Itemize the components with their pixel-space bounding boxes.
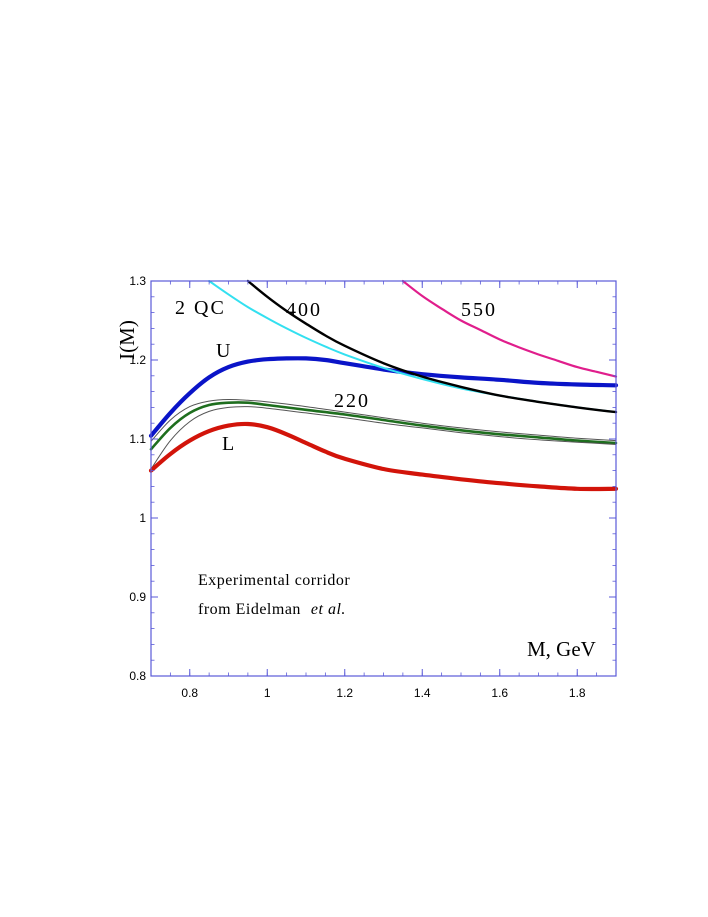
series-line-220-upper [150, 398, 617, 442]
x-tick-label: 1.6 [491, 686, 508, 700]
annotation-line-2: from Eidelman et al. [198, 601, 346, 618]
x-tick-label: 1.8 [569, 686, 586, 700]
label-2qc: 2 QC [175, 297, 226, 319]
series-line-550 [401, 279, 618, 378]
annotation-line-1: Experimental corridor [198, 572, 350, 589]
series-line-400 [246, 279, 618, 414]
series-line-220-lower [150, 406, 617, 470]
annotation-source: from Eidelman [198, 601, 301, 618]
series-line-220 [149, 401, 618, 451]
curves-layer [148, 279, 619, 492]
label-220: 220 [334, 390, 370, 412]
y-tick-label: 1.3 [129, 274, 146, 288]
label-l: L [222, 433, 236, 455]
y-tick-label: 1.2 [129, 353, 146, 367]
x-tick-label: 0.8 [181, 686, 198, 700]
y-tick-label: 0.8 [129, 669, 146, 683]
label-400: 400 [286, 299, 322, 321]
series-line-l [148, 421, 619, 492]
x-tick-label: 1.4 [414, 686, 431, 700]
annotation-etal: et al. [311, 601, 346, 618]
y-tick-label: 1 [139, 511, 146, 525]
y-tick-label: 0.9 [129, 590, 146, 604]
y-tick-label: 1.1 [129, 432, 146, 446]
ticks-layer: 0.8 1 1.2 1.4 1.6 1.8 0.8 0.9 1 1.1 1.2 1.3 [129, 274, 617, 700]
label-550: 550 [461, 299, 497, 321]
x-tick-label: 1.2 [336, 686, 353, 700]
series-line-u [148, 356, 619, 438]
x-tick-label: 1 [264, 686, 271, 700]
label-u: U [216, 340, 232, 362]
x-axis-title: M, GeV [527, 637, 596, 661]
y-axis-title: I(M) [115, 320, 139, 360]
series-line-2qc [208, 280, 617, 414]
